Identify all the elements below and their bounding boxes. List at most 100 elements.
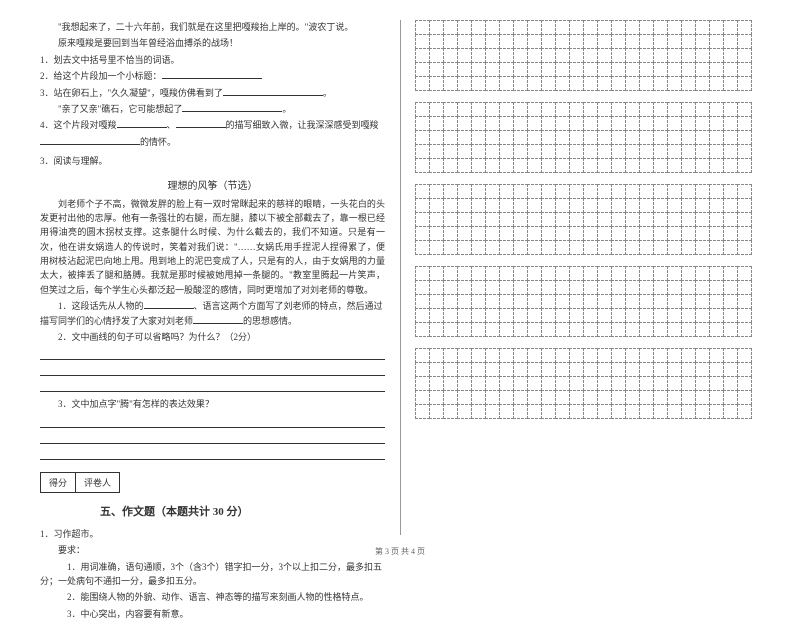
grid-cell[interactable]: [737, 198, 752, 213]
grid-cell[interactable]: [639, 266, 654, 281]
grid-cell[interactable]: [457, 48, 472, 63]
grid-cell[interactable]: [625, 308, 640, 323]
grid-cell[interactable]: [485, 144, 500, 159]
grid-cell[interactable]: [597, 308, 612, 323]
grid-cell[interactable]: [527, 294, 542, 309]
grid-cell[interactable]: [513, 362, 528, 377]
grid-cell[interactable]: [541, 116, 556, 131]
grid-cell[interactable]: [667, 20, 682, 35]
blank[interactable]: [193, 314, 243, 324]
grid-cell[interactable]: [457, 20, 472, 35]
grid-cell[interactable]: [653, 390, 668, 405]
grid-cell[interactable]: [695, 34, 710, 49]
grid-cell[interactable]: [527, 48, 542, 63]
grid-cell[interactable]: [737, 240, 752, 255]
grid-cell[interactable]: [737, 376, 752, 391]
grid-cell[interactable]: [611, 144, 626, 159]
grid-cell[interactable]: [625, 390, 640, 405]
grid-cell[interactable]: [429, 240, 444, 255]
grid-cell[interactable]: [597, 390, 612, 405]
grid-cell[interactable]: [737, 20, 752, 35]
grid-cell[interactable]: [443, 280, 458, 295]
grid-cell[interactable]: [681, 240, 696, 255]
grid-cell[interactable]: [709, 226, 724, 241]
grid-cell[interactable]: [695, 362, 710, 377]
grid-cell[interactable]: [429, 130, 444, 145]
grid-cell[interactable]: [429, 212, 444, 227]
grid-cell[interactable]: [415, 34, 430, 49]
grid-cell[interactable]: [653, 20, 668, 35]
grid-cell[interactable]: [457, 76, 472, 91]
grid-cell[interactable]: [695, 322, 710, 337]
grid-cell[interactable]: [471, 158, 486, 173]
grid-cell[interactable]: [737, 308, 752, 323]
grid-cell[interactable]: [499, 158, 514, 173]
grid-cell[interactable]: [681, 280, 696, 295]
grid-cell[interactable]: [681, 144, 696, 159]
grid-cell[interactable]: [457, 62, 472, 77]
grid-cell[interactable]: [597, 376, 612, 391]
grid-cell[interactable]: [569, 212, 584, 227]
grid-cell[interactable]: [667, 62, 682, 77]
grid-cell[interactable]: [485, 62, 500, 77]
grid-cell[interactable]: [653, 34, 668, 49]
grid-cell[interactable]: [723, 348, 738, 363]
grid-cell[interactable]: [569, 20, 584, 35]
grid-cell[interactable]: [653, 144, 668, 159]
grid-cell[interactable]: [555, 322, 570, 337]
grid-cell[interactable]: [583, 280, 598, 295]
grid-cell[interactable]: [723, 198, 738, 213]
grid-cell[interactable]: [667, 404, 682, 419]
grid-cell[interactable]: [709, 48, 724, 63]
grid-cell[interactable]: [695, 376, 710, 391]
grid-cell[interactable]: [443, 48, 458, 63]
grid-cell[interactable]: [485, 158, 500, 173]
grid-cell[interactable]: [471, 34, 486, 49]
grid-cell[interactable]: [527, 212, 542, 227]
grid-cell[interactable]: [443, 76, 458, 91]
grid-cell[interactable]: [681, 212, 696, 227]
grid-cell[interactable]: [681, 130, 696, 145]
grid-cell[interactable]: [681, 62, 696, 77]
grid-cell[interactable]: [513, 48, 528, 63]
grid-cell[interactable]: [737, 404, 752, 419]
grid-cell[interactable]: [625, 322, 640, 337]
grid-cell[interactable]: [541, 404, 556, 419]
grid-cell[interactable]: [485, 34, 500, 49]
grid-cell[interactable]: [737, 34, 752, 49]
blank[interactable]: [144, 299, 194, 309]
answer-line[interactable]: [40, 362, 385, 376]
grid-cell[interactable]: [681, 48, 696, 63]
grid-cell[interactable]: [541, 362, 556, 377]
grid-cell[interactable]: [625, 376, 640, 391]
grid-cell[interactable]: [625, 404, 640, 419]
grid-cell[interactable]: [415, 240, 430, 255]
grid-cell[interactable]: [681, 76, 696, 91]
grid-cell[interactable]: [499, 198, 514, 213]
grid-cell[interactable]: [653, 404, 668, 419]
grid-cell[interactable]: [709, 102, 724, 117]
grid-cell[interactable]: [625, 158, 640, 173]
grid-cell[interactable]: [569, 226, 584, 241]
grid-cell[interactable]: [541, 266, 556, 281]
grid-cell[interactable]: [415, 198, 430, 213]
grid-cell[interactable]: [527, 130, 542, 145]
grid-cell[interactable]: [443, 226, 458, 241]
grid-cell[interactable]: [625, 34, 640, 49]
grid-cell[interactable]: [583, 376, 598, 391]
grid-cell[interactable]: [457, 184, 472, 199]
grid-cell[interactable]: [415, 280, 430, 295]
grid-cell[interactable]: [723, 144, 738, 159]
grid-cell[interactable]: [737, 144, 752, 159]
grid-cell[interactable]: [443, 212, 458, 227]
grid-cell[interactable]: [429, 76, 444, 91]
grid-cell[interactable]: [471, 48, 486, 63]
grid-cell[interactable]: [723, 404, 738, 419]
grid-cell[interactable]: [709, 76, 724, 91]
grid-cell[interactable]: [471, 130, 486, 145]
answer-line[interactable]: [40, 446, 385, 460]
grid-cell[interactable]: [429, 116, 444, 131]
grid-cell[interactable]: [499, 48, 514, 63]
grid-cell[interactable]: [485, 130, 500, 145]
grid-cell[interactable]: [499, 322, 514, 337]
